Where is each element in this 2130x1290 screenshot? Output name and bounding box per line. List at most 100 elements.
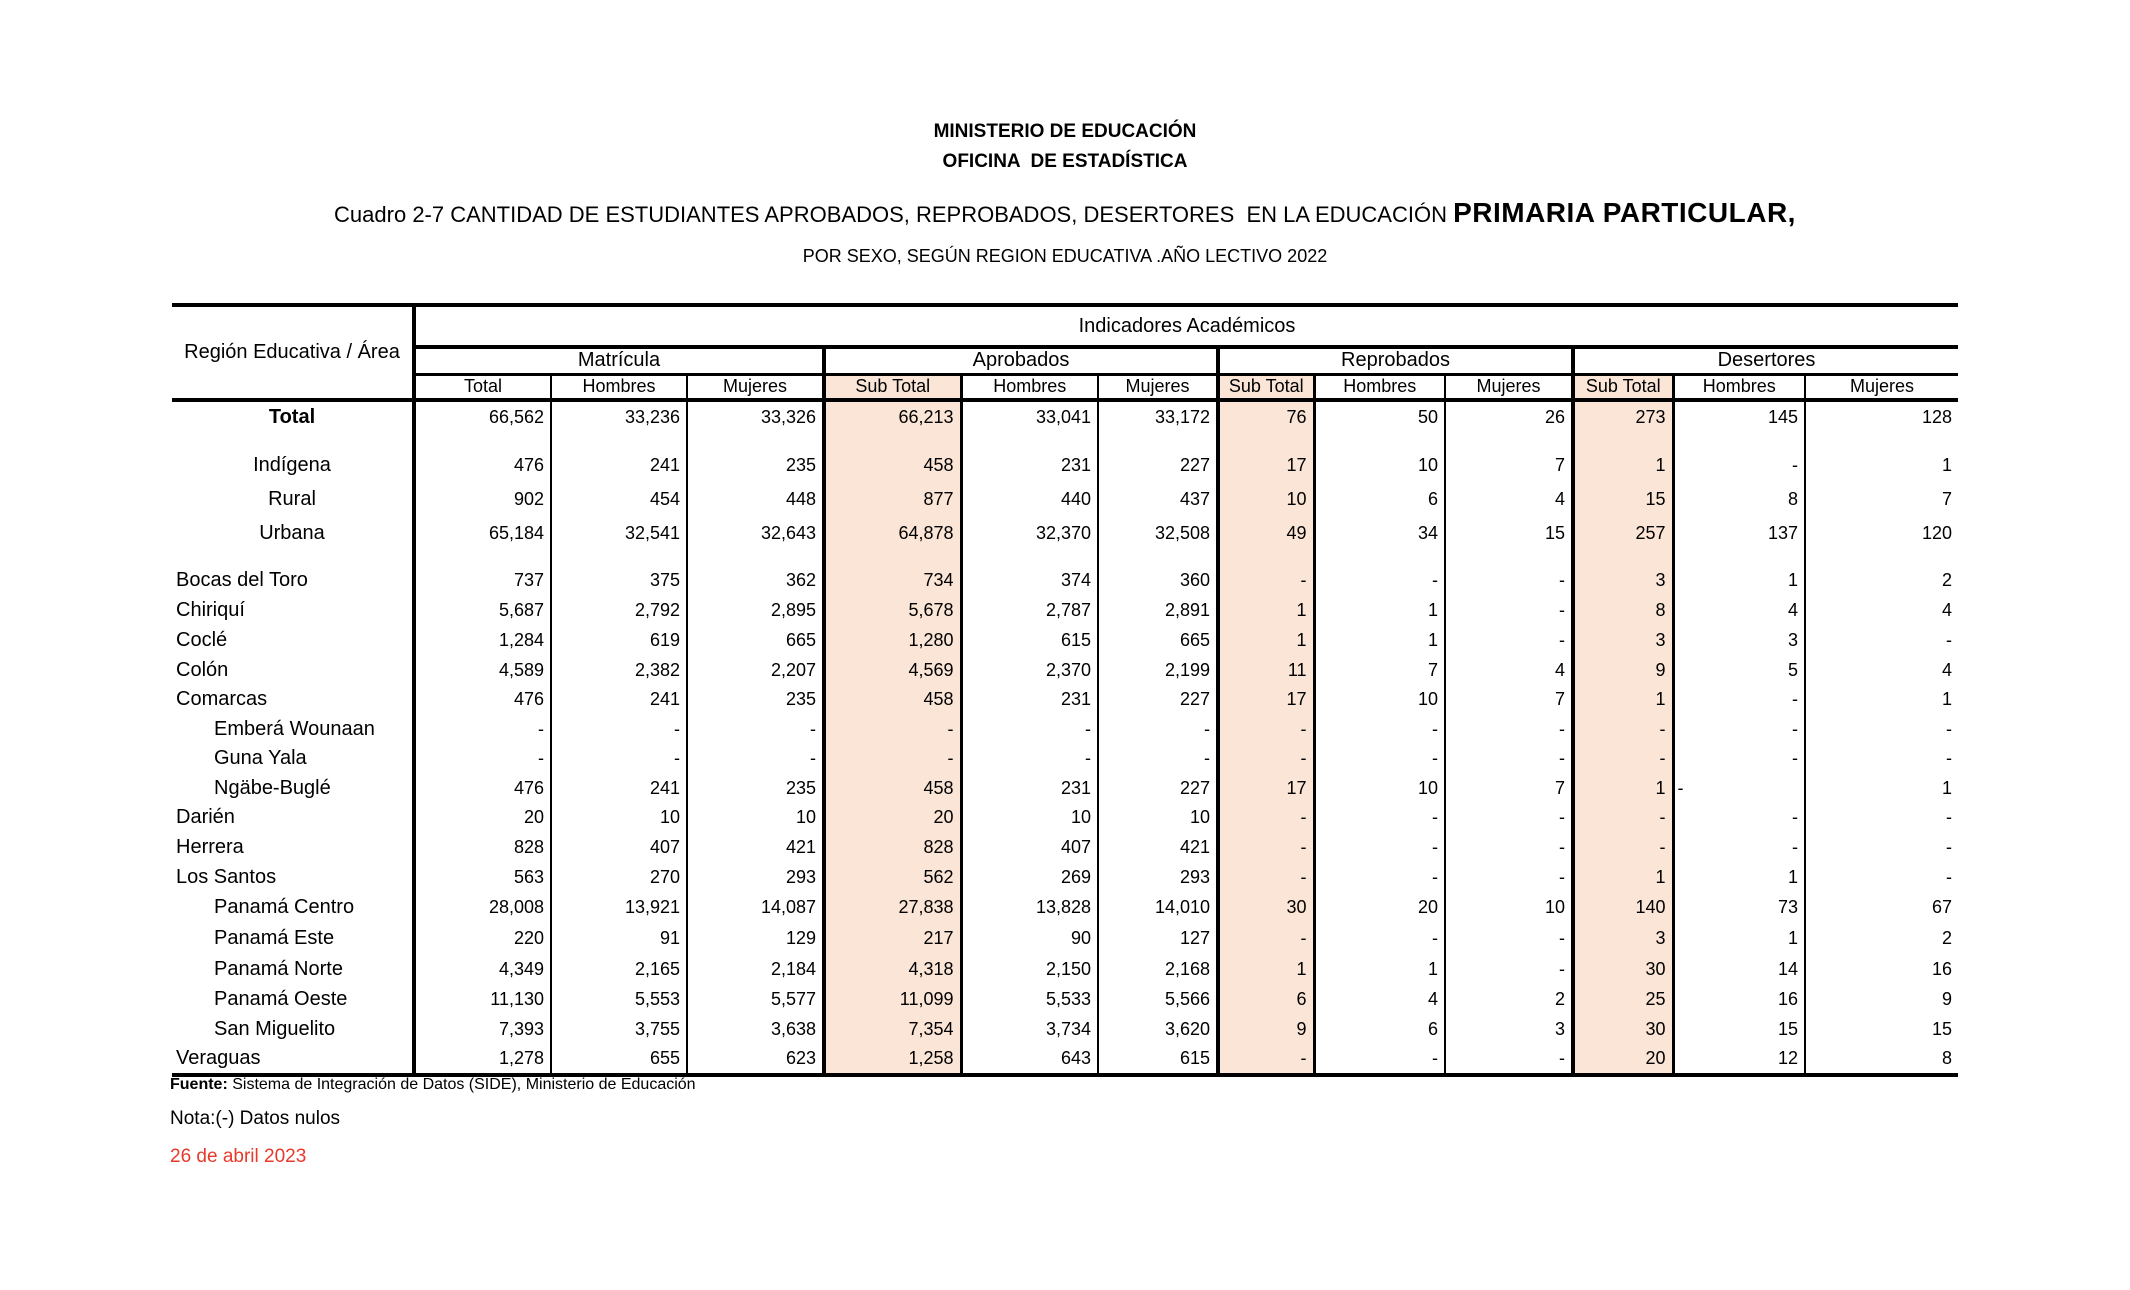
cell: 1 xyxy=(1804,448,1958,482)
cell: 562 xyxy=(822,862,961,892)
column-header-sub-total-9: Sub Total xyxy=(1571,374,1673,402)
row-label: Panamá Norte xyxy=(214,957,343,980)
cell: 10 xyxy=(550,803,687,832)
cell: 1 xyxy=(1671,923,1805,954)
table-row-herrera: Herrera 828 407 421 828 407 421- - - - - - xyxy=(172,832,1958,862)
source-note: Fuente: Sistema de Integración de Datos … xyxy=(170,1076,696,1094)
cell: 220 xyxy=(412,923,551,954)
cell: 476 xyxy=(412,448,551,482)
cell: - xyxy=(1312,714,1445,744)
cell: 6 xyxy=(1312,482,1445,516)
cell: 241 xyxy=(550,773,687,803)
cell xyxy=(1671,433,1805,448)
row-label: Herrera xyxy=(176,835,244,858)
cell: 8 xyxy=(1571,595,1673,625)
cell: 28,008 xyxy=(412,892,551,923)
office-title: OFICINA DE ESTADÍSTICA xyxy=(942,151,1188,172)
cell: 2 xyxy=(1804,923,1958,954)
cell: 615 xyxy=(1097,1044,1218,1077)
row-label xyxy=(172,550,414,565)
cell: 1 xyxy=(1216,625,1314,655)
cell: 448 xyxy=(686,482,824,516)
ministry-title: MINISTERIO DE EDUCACIÓN xyxy=(933,121,1197,142)
cell: 16 xyxy=(1804,954,1958,984)
cell: - xyxy=(1097,714,1218,744)
cell: 1,278 xyxy=(412,1044,551,1077)
cell xyxy=(1312,433,1445,448)
column-header-mujeres-11: Mujeres xyxy=(1804,374,1958,402)
cell: 26 xyxy=(1444,400,1573,433)
cell: 64,878 xyxy=(822,516,961,550)
cell: 2,199 xyxy=(1097,655,1218,685)
group-header-aprobados: Aprobados xyxy=(822,347,1218,376)
row-label: Panamá Centro xyxy=(214,896,355,918)
cell: - xyxy=(1097,744,1218,773)
cell: 8 xyxy=(1671,482,1805,516)
cell: 15 xyxy=(1804,1014,1958,1044)
cell: 4,318 xyxy=(822,954,961,984)
publication-date: 26 de abril 2023 xyxy=(170,1146,307,1167)
cell: 4 xyxy=(1804,595,1958,625)
cell xyxy=(1571,550,1673,565)
table-row-total: Total 66,562 33,236 33,326 66,213 33,041 33,17… xyxy=(172,400,1958,433)
cell: 235 xyxy=(686,685,824,714)
cell: 7,354 xyxy=(822,1014,961,1044)
cell: 2,184 xyxy=(686,954,824,984)
cell: 257 xyxy=(1571,516,1673,550)
table-row-panama-centro: Panamá Centro 28,008 13,921 14,087 27,838 13,… xyxy=(172,892,1958,923)
cell: 1 xyxy=(1571,448,1673,482)
cell: - xyxy=(1444,595,1573,625)
row-label: Los Santos xyxy=(176,865,277,888)
cell: - xyxy=(1216,1044,1314,1077)
cell: - xyxy=(1312,923,1445,954)
cell: 421 xyxy=(686,832,824,862)
cell: 5,678 xyxy=(822,595,961,625)
row-label: Colón xyxy=(176,658,229,681)
cell: 2,792 xyxy=(550,595,687,625)
cell: 227 xyxy=(1097,448,1218,482)
table-row-guna-yala: Guna Yala - - - - - - - - - - - - xyxy=(172,744,1958,773)
cell: 7 xyxy=(1804,482,1958,516)
cell xyxy=(1444,550,1573,565)
cell: - xyxy=(1312,803,1445,832)
cell: - xyxy=(1671,773,1805,803)
cell: 1 xyxy=(1216,954,1314,984)
cell: - xyxy=(1571,832,1673,862)
cell: 9 xyxy=(1216,1014,1314,1044)
row-label: Chiriquí xyxy=(176,598,245,621)
table-row-panama-oeste: Panamá Oeste 11,130 5,553 5,577 11,099 5,533 5… xyxy=(172,984,1958,1014)
cell: 269 xyxy=(959,862,1098,892)
cell: - xyxy=(822,714,961,744)
cell: 2,382 xyxy=(550,655,687,685)
cell: - xyxy=(1216,923,1314,954)
cell: 3,734 xyxy=(959,1014,1098,1044)
cell: 5,687 xyxy=(412,595,551,625)
row-label: Total xyxy=(268,406,316,428)
cell: 67 xyxy=(1804,892,1958,923)
cell: 293 xyxy=(686,862,824,892)
cell: 293 xyxy=(1097,862,1218,892)
cell: - xyxy=(1671,685,1805,714)
cell xyxy=(550,550,687,565)
table-row-comarcas: Comarcas 476 241 235 458 231 227 17 10 7 1-1 xyxy=(172,685,1958,714)
cell: 34 xyxy=(1312,516,1445,550)
cell: 16 xyxy=(1671,984,1805,1014)
cell: 2,168 xyxy=(1097,954,1218,984)
cell: 10 xyxy=(959,803,1098,832)
cell: - xyxy=(550,714,687,744)
cell: 90 xyxy=(959,923,1098,954)
cell: 32,643 xyxy=(686,516,824,550)
cell: 1 xyxy=(1671,565,1805,595)
table-row-indigena: Indígena 476 241 235 458 231 227 17 10 7 1-1 xyxy=(172,448,1958,482)
cell: 13,828 xyxy=(959,892,1098,923)
cell: 14,010 xyxy=(1097,892,1218,923)
cell: 563 xyxy=(412,862,551,892)
cell: 270 xyxy=(550,862,687,892)
cell: 32,541 xyxy=(550,516,687,550)
cell: 1 xyxy=(1312,595,1445,625)
row-label: Indígena xyxy=(253,453,331,476)
cell: 66,562 xyxy=(412,400,551,433)
cell: 437 xyxy=(1097,482,1218,516)
cell: 828 xyxy=(822,832,961,862)
cell: - xyxy=(1804,832,1958,862)
